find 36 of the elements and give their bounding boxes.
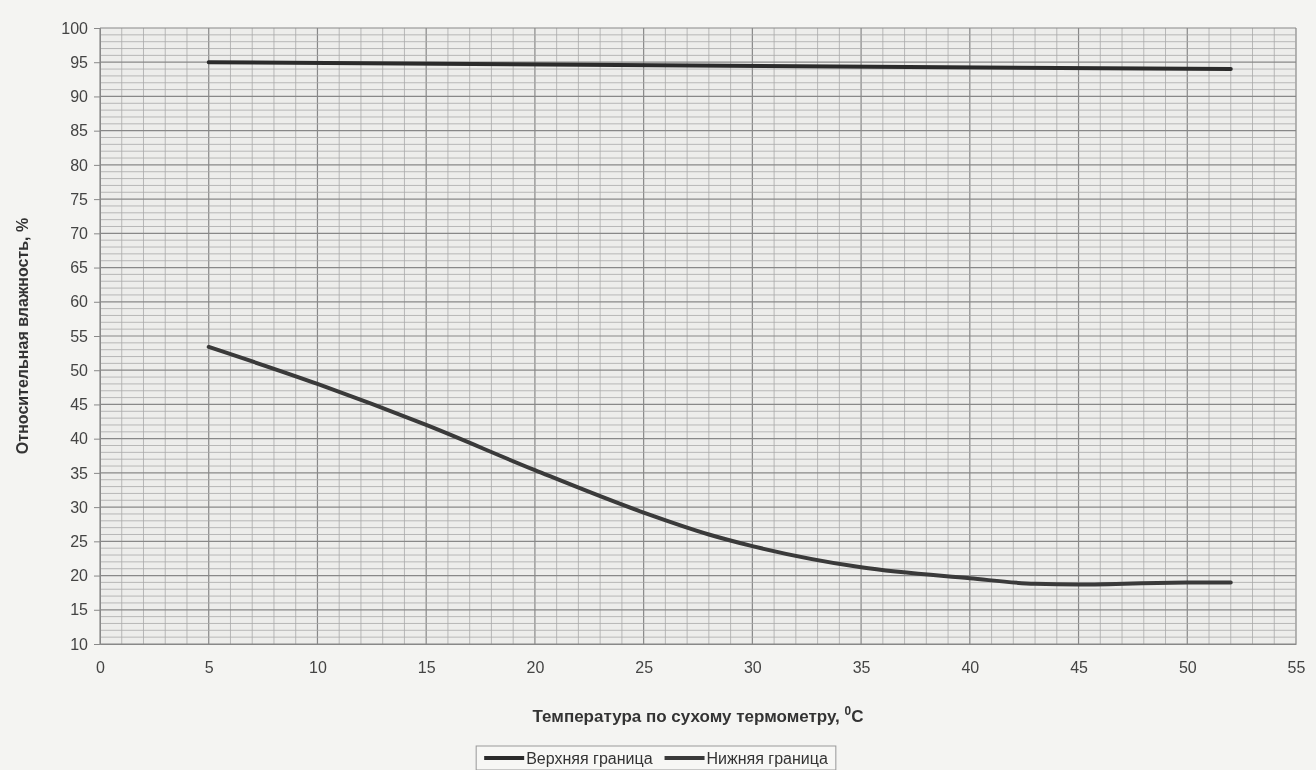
x-tick-label: 10 (309, 659, 327, 677)
y-tick-label: 15 (70, 601, 89, 619)
x-tick-label: 25 (635, 659, 654, 677)
y-tick-label: 90 (70, 88, 89, 106)
legend-label: Верхняя граница (526, 750, 653, 767)
y-tick-label: 50 (70, 361, 89, 379)
x-tick-label: 55 (1287, 659, 1306, 677)
y-tick-label: 10 (70, 635, 89, 653)
x-tick-label: 15 (417, 659, 436, 677)
legend-label: Нижняя граница (706, 750, 828, 767)
y-tick-label: 55 (70, 327, 89, 345)
y-tick-label: 60 (70, 293, 89, 311)
y-tick-label: 85 (70, 122, 89, 140)
x-tick-label: 30 (743, 659, 762, 677)
x-axis-title: Температура по сухому термометру, $^{0}$C (532, 704, 864, 726)
x-tick-label: 40 (961, 659, 980, 677)
x-tick-label: 20 (526, 659, 545, 677)
x-tick-label: 0 (96, 659, 106, 677)
y-tick-label: 75 (70, 190, 89, 208)
y-axis-title: Относительная влажность, % (14, 217, 31, 455)
x-tick-label: 35 (852, 659, 871, 677)
y-tick-label: 70 (70, 224, 89, 242)
y-tick-label: 45 (70, 396, 89, 414)
x-tick-label: 45 (1070, 659, 1089, 677)
y-tick-label: 65 (70, 259, 89, 277)
y-tick-label: 80 (70, 156, 89, 174)
x-tick-label: 50 (1178, 659, 1197, 677)
y-tick-label: 35 (70, 464, 89, 482)
y-tick-label: 30 (70, 498, 89, 516)
y-tick-label: 25 (70, 532, 89, 550)
y-tick-label: 100 (61, 19, 89, 37)
y-tick-label: 40 (70, 430, 89, 448)
y-tick-label: 20 (70, 567, 89, 585)
y-tick-label: 95 (70, 53, 89, 71)
line-series (206, 344, 1233, 587)
x-tick-label: 5 (204, 659, 214, 677)
